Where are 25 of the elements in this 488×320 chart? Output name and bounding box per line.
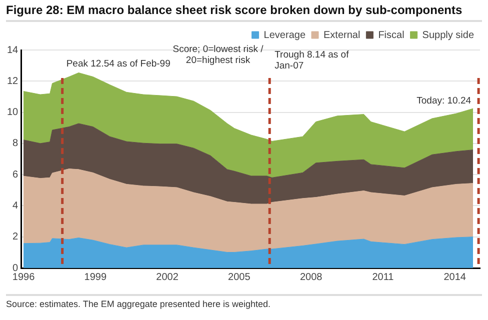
x-tick-label: 1996 [12, 272, 36, 283]
y-tick-label: 14 [7, 44, 19, 56]
x-tick-label: 2002 [156, 272, 179, 283]
y-tick-label: 4 [12, 200, 19, 212]
annotation: Score; 0=lowest risk / 20=highest risk [172, 44, 264, 66]
ref-line-label: Trough 8.14 as of Jan-07 [274, 50, 350, 72]
legend-label: Fiscal [378, 30, 404, 41]
chart-title: Figure 28: EM macro balance sheet risk score broken down by sub-components [6, 3, 482, 22]
y-tick-label: 10 [7, 107, 19, 118]
legend-label: External [324, 30, 360, 41]
ref-line-label: Peak 12.54 as of Feb-99 [66, 58, 170, 70]
x-tick-label: 2005 [228, 272, 251, 283]
y-tick-label: 6 [12, 169, 19, 180]
y-tick-label: 8 [12, 138, 19, 150]
y-tick-label: 12 [7, 76, 19, 87]
x-tick-label: 1999 [84, 272, 107, 283]
legend-label: Leverage [264, 30, 306, 41]
y-tick-label: 0 [12, 262, 19, 274]
y-tick-label: 2 [12, 232, 19, 243]
x-tick-label: 2011 [372, 272, 394, 283]
x-tick-label: 2008 [300, 272, 323, 283]
x-tick-label: 2014 [444, 272, 466, 283]
annotation: Today: 10.24 [416, 95, 472, 106]
legend-label: Supply side [422, 30, 474, 41]
source-note: Source: estimates. The EM aggregate presented here is weighted. [6, 294, 482, 309]
